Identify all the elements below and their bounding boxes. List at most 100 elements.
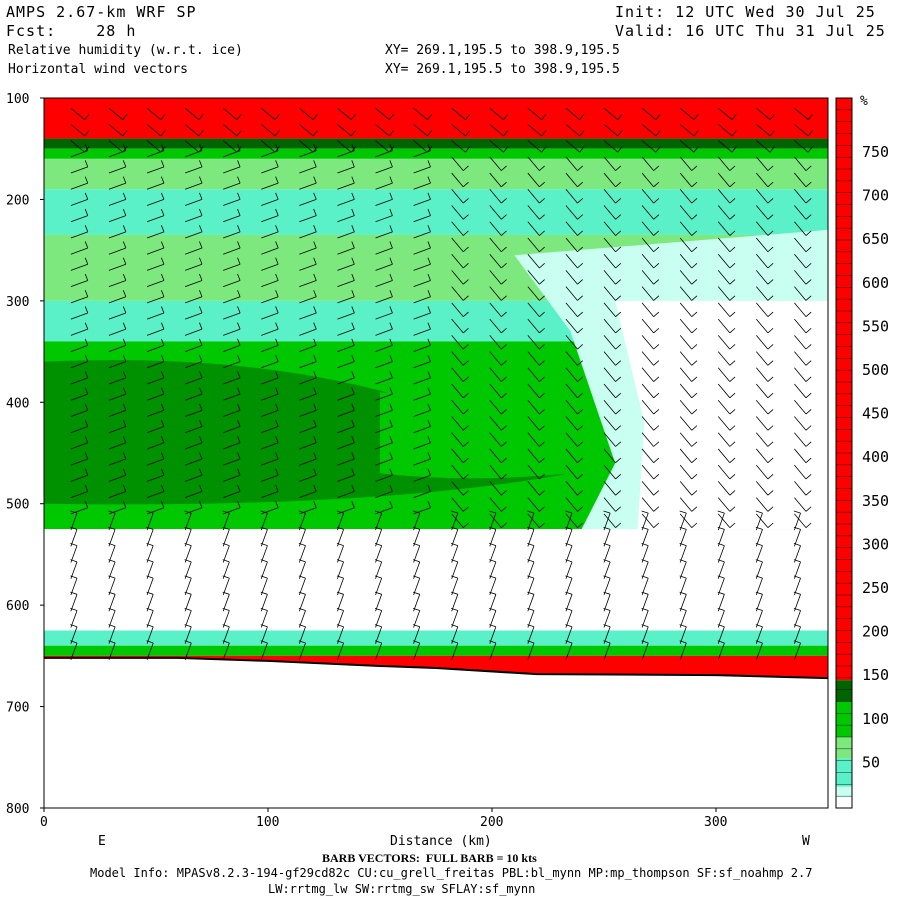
- barb-feather: [577, 198, 583, 204]
- barb-feather: [336, 624, 344, 628]
- barb-feather: [541, 130, 547, 137]
- barb-feather: [122, 419, 127, 427]
- colorbar-label: 500: [862, 361, 889, 379]
- wind-barb: [375, 426, 393, 434]
- wind-barb: [298, 610, 306, 628]
- barb-feather: [222, 640, 230, 644]
- wind-barb: [489, 432, 502, 447]
- wind-barb: [489, 172, 502, 188]
- wind-barb: [756, 286, 769, 301]
- barb-feather: [389, 322, 393, 330]
- wind-barb: [375, 140, 390, 153]
- wind-barb: [222, 626, 230, 644]
- barb-feather: [222, 526, 230, 530]
- barb-feather: [653, 230, 660, 236]
- barb-feather: [298, 591, 306, 595]
- barb-feather: [717, 591, 725, 595]
- barb-feather: [653, 522, 660, 528]
- barb-feather: [603, 510, 611, 514]
- barb-feather: [260, 510, 268, 514]
- wind-barb: [260, 642, 268, 661]
- wind-barb: [299, 215, 317, 223]
- barb-feather: [729, 246, 736, 253]
- barb-feather: [84, 130, 90, 137]
- x-tick-label: 200: [480, 815, 503, 830]
- barb-feather: [84, 387, 89, 395]
- wind-barb: [413, 328, 431, 336]
- wind-barb: [641, 626, 649, 644]
- barb-feather: [615, 263, 622, 269]
- barb-feather: [691, 295, 698, 301]
- wind-barb: [413, 280, 431, 288]
- wind-barb: [527, 416, 540, 431]
- barb-feather: [729, 457, 736, 464]
- wind-barb: [641, 577, 649, 596]
- barb-feather: [412, 640, 420, 644]
- colorbar-segment: [836, 737, 852, 759]
- barb-feather: [351, 257, 355, 265]
- colorbar-frame: [835, 97, 853, 809]
- wind-barb: [108, 610, 116, 628]
- wind-barb: [679, 367, 693, 382]
- wind-barb: [146, 150, 165, 158]
- wind-barb: [413, 312, 431, 320]
- barb-feather: [275, 436, 279, 443]
- barb-feather: [539, 181, 545, 188]
- barb-feather: [160, 225, 165, 232]
- wind-barb: [375, 296, 393, 304]
- wind-barb: [375, 182, 393, 190]
- wind-barb: [413, 140, 428, 153]
- wind-barb: [603, 545, 611, 563]
- barb-feather: [501, 506, 507, 512]
- barb-feather: [160, 354, 165, 362]
- wind-barb: [679, 383, 693, 399]
- barb-feather: [451, 543, 458, 547]
- barb-feather: [298, 607, 306, 611]
- wind-barb: [756, 383, 769, 399]
- wind-barb: [184, 491, 203, 499]
- wind-barb: [337, 140, 352, 153]
- wind-barb: [717, 448, 731, 463]
- wind-barb: [641, 189, 654, 204]
- wind-barb: [603, 156, 616, 171]
- wind-barb: [413, 594, 421, 612]
- wind-barb: [375, 458, 393, 466]
- barb-feather: [767, 409, 774, 415]
- wind-barb: [794, 140, 809, 153]
- wind-barb: [375, 507, 393, 515]
- wind-barb: [641, 286, 654, 301]
- wind-barb: [337, 328, 355, 336]
- wind-barb: [146, 491, 165, 499]
- barb-feather: [793, 510, 801, 514]
- barb-feather: [313, 322, 317, 330]
- wind-barb: [565, 189, 578, 204]
- barb-feather: [717, 510, 725, 514]
- barb-feather: [653, 506, 660, 512]
- wind-barb: [70, 442, 88, 450]
- wind-barb: [260, 513, 268, 531]
- barb-feather: [577, 441, 583, 447]
- barb-feather: [615, 441, 622, 447]
- wind-barb: [70, 247, 88, 255]
- wind-barb: [603, 367, 616, 382]
- barb-feather: [84, 354, 89, 362]
- barb-feather: [236, 130, 242, 137]
- wind-barb: [261, 231, 279, 239]
- wind-barb: [794, 286, 807, 301]
- barb-feather: [729, 376, 736, 382]
- wind-barb: [717, 626, 725, 644]
- barb-feather: [731, 146, 737, 153]
- barb-feather: [503, 130, 509, 137]
- barb-feather: [691, 441, 698, 447]
- barb-feather: [260, 591, 268, 595]
- wind-barb: [679, 610, 687, 628]
- barb-feather: [298, 640, 306, 644]
- barb-feather: [501, 279, 507, 285]
- barb-feather: [275, 208, 279, 216]
- wind-barb: [527, 400, 540, 415]
- wind-barb: [451, 513, 459, 531]
- barb-feather: [412, 591, 420, 595]
- wind-barb: [222, 529, 230, 547]
- barb-feather: [237, 257, 241, 265]
- barb-feather: [489, 591, 497, 595]
